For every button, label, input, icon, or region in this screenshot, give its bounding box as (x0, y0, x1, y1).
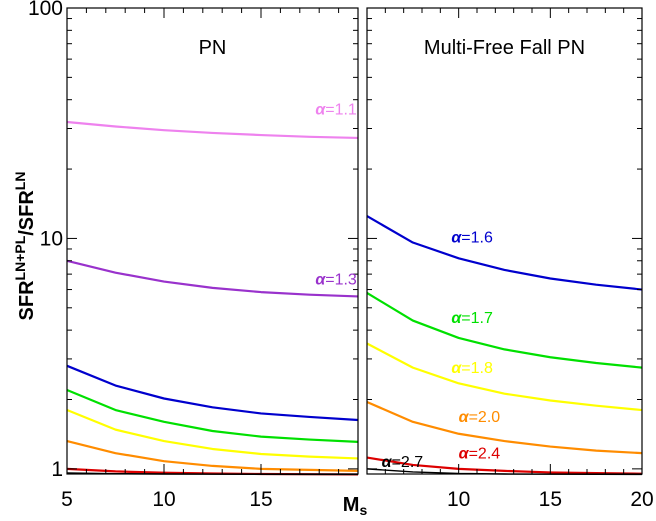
alpha-label-p1-2: α=1.3 (315, 272, 357, 289)
series-line-p2-5 (366, 456, 643, 475)
alpha-value: =1.6 (461, 230, 493, 247)
series-line-p2-1 (366, 215, 643, 291)
alpha-label-p2-3: α=1.8 (451, 360, 493, 377)
x-tick-label: 10 (447, 488, 470, 511)
series-line-p1-2 (66, 259, 359, 298)
alpha-value: =2.0 (469, 409, 501, 426)
x-tick-label: 15 (539, 488, 562, 511)
alpha-label-p2-6: α=2.7 (382, 454, 424, 471)
alpha-value: =1.3 (325, 272, 357, 289)
x-axis-title-subscript: s (359, 502, 367, 516)
y-tick-label: 1 (51, 458, 63, 481)
y-axis-title-base: SFR (16, 190, 38, 231)
x-axis-title-base: M (343, 494, 360, 516)
alpha-symbol: α (315, 272, 326, 289)
x-tick-label: 15 (249, 488, 272, 511)
panel-title-1: PN (199, 37, 227, 59)
y-axis-title-base: SFR (16, 280, 38, 321)
x-axis-title: Ms (343, 494, 368, 516)
alpha-symbol: α (451, 230, 462, 247)
panel-title-2: Multi-Free Fall PN (424, 37, 585, 59)
alpha-symbol: α (451, 310, 462, 327)
y-tick-label: 10 (40, 227, 63, 250)
alpha-label-p2-5: α=2.4 (459, 445, 501, 462)
y-tick-label: 100 (28, 0, 63, 20)
plot-frame-1 (66, 7, 359, 475)
series-line-p2-3 (366, 342, 643, 412)
alpha-label-p2-2: α=1.7 (451, 310, 493, 327)
y-axis-title-superscript: LN (12, 172, 28, 191)
alpha-symbol: α (459, 445, 470, 462)
alpha-value: =1.7 (461, 310, 493, 327)
x-tick-label: 20 (630, 488, 653, 511)
alpha-label-p2-4: α=2.0 (459, 409, 501, 426)
alpha-symbol: α (451, 360, 462, 377)
alpha-value: =1.8 (461, 360, 493, 377)
series-line-p1-3 (66, 364, 359, 422)
x-tick-label: 5 (61, 488, 73, 511)
series-line-p2-2 (366, 292, 643, 369)
series-line-p2-4 (366, 401, 643, 455)
plot-frame-2 (366, 7, 643, 475)
series-line-p1-1 (66, 120, 359, 140)
alpha-value: =2.7 (392, 454, 424, 471)
alpha-label-p1-1: α=1.1 (315, 102, 357, 119)
x-tick-label: 10 (152, 488, 175, 511)
alpha-symbol: α (382, 454, 393, 471)
y-axis-title-base: / (16, 230, 38, 236)
alpha-value: =1.1 (325, 102, 357, 119)
series-line-p1-4 (66, 388, 359, 443)
alpha-symbol: α (459, 409, 470, 426)
alpha-value: =2.4 (469, 445, 501, 462)
y-axis-title-superscript: LN+PL (12, 235, 28, 280)
series-line-p1-5 (66, 409, 359, 460)
series-line-p1-6 (66, 440, 359, 472)
alpha-symbol: α (315, 102, 326, 119)
y-axis-title: SFRLN+PL/SFRLN (12, 172, 38, 321)
alpha-label-p2-1: α=1.6 (451, 230, 493, 247)
